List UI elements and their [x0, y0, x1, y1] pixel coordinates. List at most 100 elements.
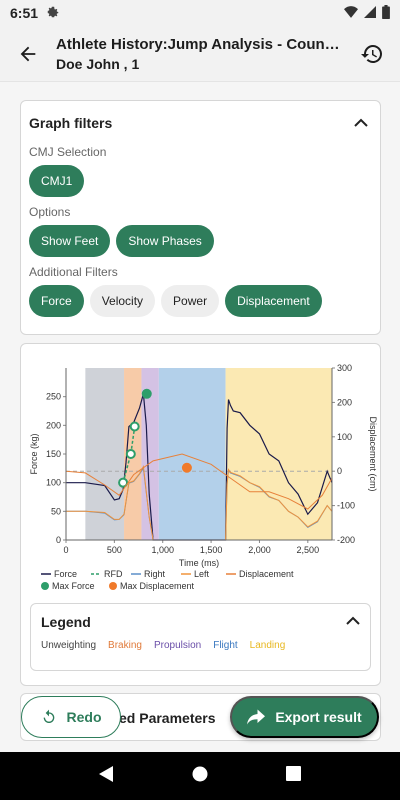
- export-result-label: Export result: [275, 709, 362, 725]
- status-bar: 6:51: [0, 0, 400, 26]
- signal-icon: [364, 5, 376, 21]
- settings-gear-icon: [46, 5, 60, 22]
- phase-band-landing: [225, 368, 332, 540]
- status-time: 6:51: [10, 5, 39, 21]
- y-tick-label: 150: [46, 449, 61, 459]
- legend-entry-left: Left: [181, 569, 210, 579]
- phase-legend-landing: Landing: [249, 640, 286, 651]
- y-tick-label: 0: [56, 535, 61, 545]
- phase-legend-propulsion: Propulsion: [153, 640, 202, 651]
- y2-tick-label: 100: [337, 432, 352, 442]
- title-block: Athlete History:Jump Analysis - Counte… …: [56, 36, 344, 72]
- phase-band-propulsion: [141, 368, 159, 540]
- y2-tick-label: 300: [337, 363, 352, 373]
- chip-show-phases[interactable]: Show Phases: [116, 225, 214, 257]
- x-tick-label: 0: [63, 545, 68, 555]
- graph-filters-card: Graph filters CMJ Selection CMJ1 Options…: [20, 100, 381, 335]
- rfd-point: [125, 449, 136, 459]
- legend-swatch: [109, 582, 117, 590]
- x-tick-label: 1,000: [151, 545, 174, 555]
- legend-label: Force: [54, 569, 77, 579]
- chevron-up-icon[interactable]: [346, 613, 360, 631]
- history-icon: [361, 44, 382, 63]
- phase-band-unweighting: [85, 368, 125, 540]
- chip-velocity[interactable]: Velocity: [89, 285, 156, 317]
- legend-label: Max Displacement: [120, 581, 195, 591]
- phase-legend-braking: Braking: [108, 640, 142, 651]
- legend-entry-max-displacement: Max Displacement: [109, 581, 195, 591]
- y2-tick-label: -200: [337, 535, 355, 545]
- legend-entry-rfd: RFD: [91, 569, 123, 579]
- back-button[interactable]: [0, 26, 56, 82]
- y-tick-label: 200: [46, 420, 61, 430]
- additional-chip-row: Force Velocity Power Displacement: [21, 279, 380, 325]
- battery-icon: [382, 4, 390, 22]
- chip-displacement[interactable]: Displacement: [225, 285, 322, 317]
- legend-label: RFD: [104, 569, 123, 579]
- cmj-chip-row: CMJ1: [21, 159, 380, 205]
- y-tick-label: 50: [51, 506, 61, 516]
- phase-legend-flight: Flight: [213, 640, 238, 651]
- y2-tick-label: -100: [337, 501, 355, 511]
- legend-entry-force: Force: [41, 569, 77, 579]
- y-axis-title: Force (kg): [29, 433, 39, 474]
- graph-card: 0 50 100 150 200 250 300 200 100 0 -100 -200 0 500 1,0…: [20, 343, 381, 686]
- nav-home-icon[interactable]: [192, 766, 208, 787]
- system-nav-bar: [0, 752, 400, 800]
- cmj-selection-label: CMJ Selection: [29, 145, 107, 159]
- graph-filters-header[interactable]: Graph filters: [21, 101, 380, 145]
- legend-label: Right: [144, 569, 166, 579]
- y-tick-label: 100: [46, 478, 61, 488]
- rfd-point: [118, 477, 129, 488]
- app-bar: Athlete History:Jump Analysis - Counte… …: [0, 26, 400, 82]
- history-button[interactable]: [344, 26, 400, 82]
- rfd-point: [129, 421, 140, 432]
- additional-filters-label: Additional Filters: [29, 265, 118, 279]
- share-arrow-icon: [247, 709, 266, 725]
- legend-label: Left: [194, 569, 210, 579]
- phase-legend-unweighting: Unweighting: [41, 640, 97, 651]
- jump-chart: 0 50 100 150 200 250 300 200 100 0 -100 -200 0 500 1,0…: [29, 363, 378, 591]
- series-displacement: [65, 453, 333, 510]
- y2-tick-label: 0: [337, 466, 342, 476]
- page-subtitle: Doe John , 1: [56, 55, 140, 72]
- options-chip-row: Show Feet Show Phases: [21, 219, 380, 265]
- options-label: Options: [29, 205, 71, 219]
- legend-label: Max Force: [52, 581, 95, 591]
- graph-filters-title: Graph filters: [29, 115, 113, 131]
- y2-axis-title: Displacement (cm): [368, 416, 378, 491]
- y2-tick-label: 200: [337, 397, 352, 407]
- x-axis-title: Time (ms): [179, 558, 219, 568]
- export-result-button[interactable]: Export result: [230, 696, 379, 738]
- chip-cmj1[interactable]: CMJ1: [29, 165, 85, 197]
- series-left: [66, 465, 333, 541]
- x-tick-label: 2,500: [297, 545, 320, 555]
- redo-icon: [43, 709, 54, 723]
- phase-band-flight: [158, 368, 226, 540]
- phase-legend-title: Legend: [41, 614, 91, 630]
- phase-legend-header[interactable]: Legend: [31, 604, 370, 640]
- legend-entry-max-force: Max Force: [41, 581, 95, 591]
- legend-swatch: [41, 582, 49, 590]
- x-tick-label: 500: [107, 545, 122, 555]
- redo-label: Redo: [66, 709, 102, 725]
- legend-entry-displacement: Displacement: [226, 569, 294, 579]
- parameters-partial-label: ed Parameters: [119, 710, 216, 726]
- y-tick-label: 250: [46, 392, 61, 402]
- chevron-up-icon[interactable]: [350, 112, 372, 134]
- redo-button[interactable]: Redo: [21, 696, 121, 738]
- marker-max-force: [141, 388, 152, 399]
- marker-max-displacement: [181, 462, 192, 473]
- arrow-left-icon: [20, 46, 36, 61]
- phase-legend-card: Legend Unweighting Braking Propulsion Fl…: [30, 603, 371, 671]
- chip-power[interactable]: Power: [161, 285, 220, 317]
- phase-legend-items: Unweighting Braking Propulsion Flight La…: [31, 640, 370, 651]
- nav-recents-icon[interactable]: [286, 766, 302, 786]
- wifi-icon: [344, 5, 358, 21]
- legend-entry-right: Right: [131, 569, 166, 579]
- chip-show-feet[interactable]: Show Feet: [29, 225, 111, 257]
- legend-label: Displacement: [239, 569, 294, 579]
- nav-back-icon[interactable]: [98, 765, 115, 787]
- chip-force[interactable]: Force: [29, 285, 84, 317]
- x-tick-label: 1,500: [200, 545, 223, 555]
